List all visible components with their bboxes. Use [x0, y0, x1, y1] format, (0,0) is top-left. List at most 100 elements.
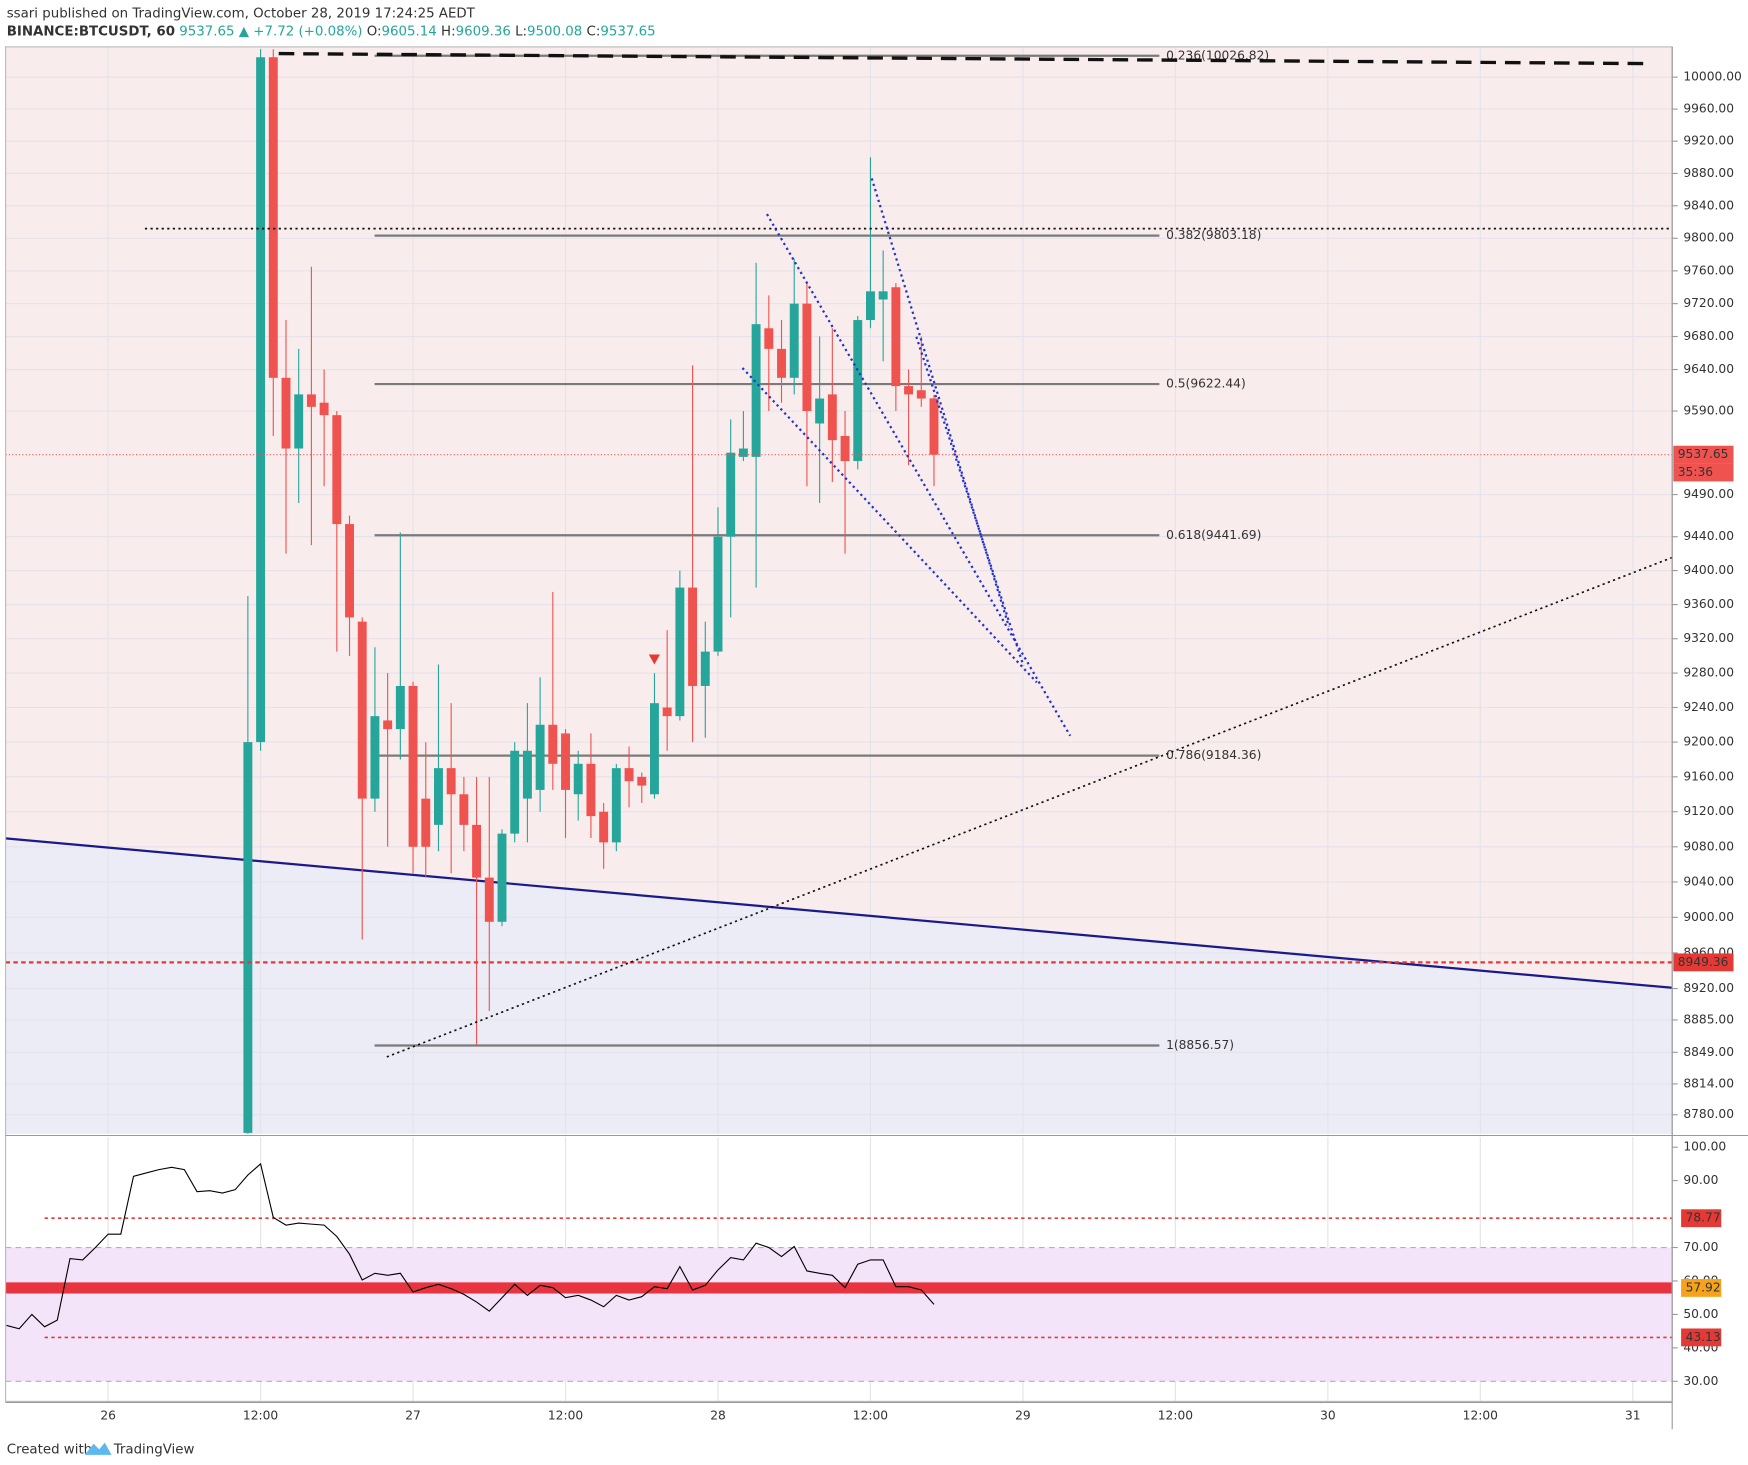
candle-body [306, 394, 316, 407]
candle-body [738, 448, 748, 457]
candle-body [421, 798, 431, 847]
y-tick-label: 8814.00 [1683, 1076, 1734, 1090]
last-price: 9537.65 [179, 24, 234, 39]
candle-body [675, 587, 685, 717]
candle-body [243, 742, 253, 1133]
y-tick-label: 100.00 [1683, 1140, 1726, 1154]
y-tick-label: 8920.00 [1683, 981, 1734, 995]
highlight-band [5, 1282, 1673, 1294]
candle-body [713, 536, 723, 652]
last-price-label-box [1673, 445, 1734, 464]
x-tick-label: 27 [405, 1408, 421, 1422]
candle-body [281, 377, 291, 449]
change: ▲ +7.72 (+0.08%) [239, 24, 363, 39]
candle-body [446, 768, 456, 795]
wedge-line [915, 336, 1025, 666]
low-label: L: [515, 24, 527, 39]
y-tick-label: 9590.00 [1683, 404, 1734, 418]
y-tick-label: 9280.00 [1683, 666, 1734, 680]
y-tick-label: 9120.00 [1683, 804, 1734, 818]
wedge-line [766, 213, 1072, 737]
fib-label: 0.382(9803.18) [1166, 228, 1261, 242]
close-value: 9537.65 [600, 24, 655, 39]
y-tick-label: 9440.00 [1683, 529, 1734, 543]
y-tick-label: 9360.00 [1683, 597, 1734, 611]
candle-body [522, 750, 532, 799]
x-tick-label: 12:00 [243, 1408, 278, 1422]
y-tick-label: 9320.00 [1683, 631, 1734, 645]
candle-body [497, 833, 507, 922]
candle-body [484, 877, 494, 922]
y-tick-label: 9880.00 [1683, 166, 1734, 180]
low-value: 9500.08 [527, 24, 582, 39]
rsi-band [5, 1247, 1673, 1382]
y-tick-label: 9240.00 [1683, 700, 1734, 714]
wedge-line [741, 367, 1038, 684]
candle-body [294, 394, 304, 449]
y-tick-label: 9720.00 [1683, 296, 1734, 310]
symbol-line: BINANCE:BTCUSDT, 60 9537.65 ▲ +7.72 (+0.… [7, 24, 656, 39]
candle-body [802, 303, 812, 412]
candle-body [688, 587, 698, 686]
created-with: Created with [7, 1442, 92, 1457]
candle-body [662, 707, 672, 717]
fib-label: 0.618(9441.69) [1166, 528, 1261, 542]
drawings-front [144, 51, 1673, 1058]
labels: 26 12:00 27 12:00 28 12:00 29 12:00 30 12:00 31 100… [100, 70, 1741, 1423]
y-tick-label: 9840.00 [1683, 198, 1734, 212]
candle-body [535, 724, 545, 790]
candle-body [383, 720, 393, 730]
candle-body [434, 768, 443, 825]
y-tick-label: 9040.00 [1683, 875, 1734, 889]
drawings [5, 837, 1673, 989]
fib-label: 1(8856.57) [1166, 1038, 1234, 1052]
candle-body [777, 348, 786, 378]
y-tick-label: 8849.00 [1683, 1045, 1734, 1059]
candle-body [827, 394, 837, 441]
x-tick-label: 29 [1015, 1408, 1031, 1422]
x-tick-label: 12:00 [1158, 1408, 1193, 1422]
dotted-trend-line [386, 556, 1673, 1058]
candle-body [395, 685, 405, 730]
x-tick-label: 30 [1320, 1408, 1336, 1422]
x-tick-label: 12:00 [853, 1408, 888, 1422]
level-label: 43.13 [1686, 1330, 1721, 1344]
candle-body [345, 524, 354, 618]
high-label: H: [441, 24, 456, 39]
candle-body [878, 291, 888, 300]
candle-body [650, 703, 659, 795]
axes [5, 46, 1748, 1430]
x-tick-label: 28 [710, 1408, 726, 1422]
candle-body [510, 750, 520, 834]
level-label-box [1673, 953, 1734, 972]
candle-body [611, 768, 621, 843]
y-tick-label: 9080.00 [1683, 839, 1734, 853]
candle-body [624, 768, 634, 782]
y-tick-label: 9920.00 [1683, 134, 1734, 148]
candle-body [916, 390, 926, 399]
symbol: BINANCE:BTCUSDT, 60 [7, 24, 175, 39]
x-tick-label: 26 [100, 1408, 116, 1422]
candle-body [764, 328, 774, 349]
wedge-line [870, 178, 1010, 627]
x-tick-label: 12:00 [1463, 1408, 1498, 1422]
candle-body [700, 651, 710, 686]
rsi-line [6, 1162, 935, 1330]
y-tick-label: 30.00 [1683, 1374, 1718, 1388]
signal-marker [648, 654, 660, 665]
y-tick-label: 9200.00 [1683, 735, 1734, 749]
candle-body [726, 452, 736, 537]
candle-body [256, 57, 266, 743]
brand: TradingView [113, 1442, 195, 1457]
published-note: ssari published on TradingView.com, Octo… [7, 6, 476, 21]
candle-body [840, 435, 850, 462]
candle-body [865, 291, 875, 321]
y-tick-label: 9400.00 [1683, 563, 1734, 577]
countdown-label: 35:36 [1678, 465, 1714, 479]
high-value: 9609.36 [456, 24, 511, 39]
candle-body [319, 402, 329, 416]
y-tick-label: 8780.00 [1683, 1107, 1734, 1121]
y-tick-label: 9960.00 [1683, 102, 1734, 116]
candle-body [459, 794, 469, 825]
